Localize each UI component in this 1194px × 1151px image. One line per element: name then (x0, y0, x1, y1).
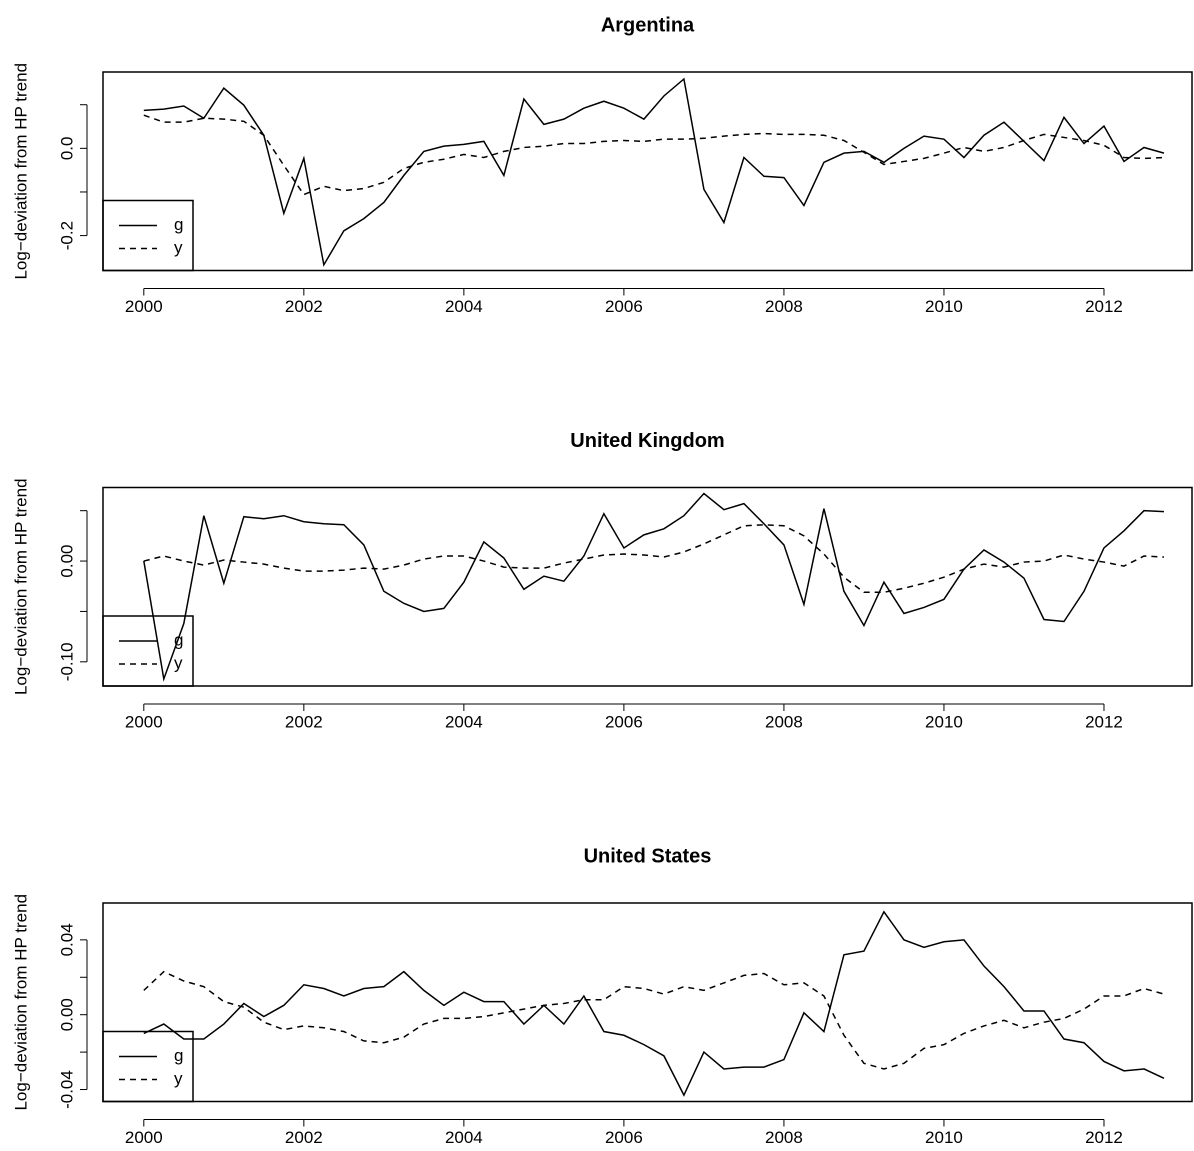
legend-label: y (174, 653, 183, 672)
y-axis-label: Log−deviation from HP trend (11, 478, 30, 695)
chart-title: United States (584, 845, 712, 867)
legend-label: g (174, 630, 183, 649)
x-tick-label: 2002 (285, 712, 323, 731)
x-tick-label: 2008 (765, 297, 803, 316)
plot-box (102, 486, 1193, 687)
x-tick-label: 2010 (925, 297, 963, 316)
y-tick-label: -0.2 (57, 221, 76, 250)
chart-title: United Kingdom (570, 430, 724, 452)
series-line (143, 114, 1165, 196)
x-tick-label: 2000 (125, 297, 163, 316)
legend-box (102, 615, 194, 687)
x-tick-label: 2000 (125, 1128, 163, 1147)
legend-box (102, 199, 194, 272)
series-line (143, 970, 1165, 1070)
y-axis-label: Log−deviation from HP trend (11, 63, 30, 280)
x-tick-label: 2010 (925, 712, 963, 731)
y-tick-label: 0.00 (57, 998, 76, 1031)
series-line (143, 77, 1165, 267)
chart-title: Argentina (601, 14, 695, 36)
legend-label: y (174, 238, 183, 257)
y-tick-label: 0.04 (57, 923, 76, 956)
y-tick-label: -0.10 (57, 642, 76, 681)
x-tick-label: 2012 (1085, 712, 1123, 731)
legend-box (102, 1030, 194, 1103)
x-tick-label: 2002 (285, 297, 323, 316)
plot-box (102, 902, 1193, 1103)
x-tick-label: 2012 (1085, 1128, 1123, 1147)
y-tick-label: 0.00 (57, 545, 76, 578)
x-tick-label: 2006 (605, 297, 643, 316)
x-tick-label: 2004 (445, 297, 483, 316)
series-line (143, 524, 1165, 594)
plot-box (102, 71, 1193, 272)
x-tick-label: 2002 (285, 1128, 323, 1147)
x-tick-label: 2006 (605, 712, 643, 731)
x-tick-label: 2010 (925, 1128, 963, 1147)
x-tick-label: 2006 (605, 1128, 643, 1147)
legend-label: g (174, 215, 183, 234)
legend-label: y (174, 1069, 183, 1088)
series-line (143, 492, 1165, 682)
x-tick-label: 2008 (765, 1128, 803, 1147)
x-tick-label: 2004 (445, 712, 483, 731)
series-line (143, 910, 1165, 1097)
x-tick-label: 2012 (1085, 297, 1123, 316)
legend-label: g (174, 1046, 183, 1065)
x-tick-label: 2000 (125, 712, 163, 731)
y-tick-label: -0.04 (57, 1070, 76, 1109)
x-tick-label: 2008 (765, 712, 803, 731)
y-axis-label: Log−deviation from HP trend (11, 894, 30, 1111)
y-tick-label: 0.0 (57, 137, 76, 161)
x-tick-label: 2004 (445, 1128, 483, 1147)
